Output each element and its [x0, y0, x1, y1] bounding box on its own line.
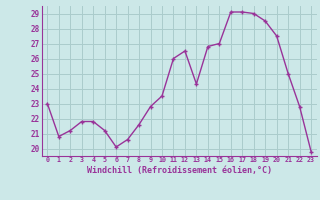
X-axis label: Windchill (Refroidissement éolien,°C): Windchill (Refroidissement éolien,°C) — [87, 166, 272, 175]
